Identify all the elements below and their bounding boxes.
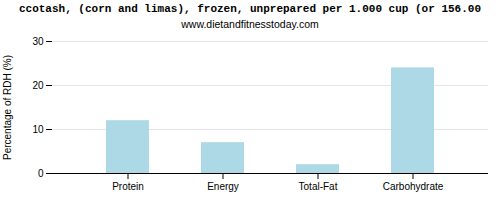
svg-text:0: 0 [38, 168, 44, 179]
svg-text:10: 10 [32, 124, 44, 135]
svg-text:Percentage of RDH (%): Percentage of RDH (%) [2, 55, 13, 160]
svg-text:Carbohydrate: Carbohydrate [383, 181, 444, 192]
html-text:www.dietandfitnesstoday.com: www.dietandfitnesstoday.com [181, 18, 319, 30]
svg-text:Energy: Energy [207, 181, 239, 192]
html-text:ccotash, (corn and limas), fro: ccotash, (corn and limas), frozen, unpre… [19, 3, 481, 15]
svg-text:Protein: Protein [112, 181, 144, 192]
svg-text:30: 30 [32, 36, 44, 47]
svg-text:Total-Fat: Total-Fat [299, 181, 338, 192]
svg-text:20: 20 [32, 80, 44, 91]
